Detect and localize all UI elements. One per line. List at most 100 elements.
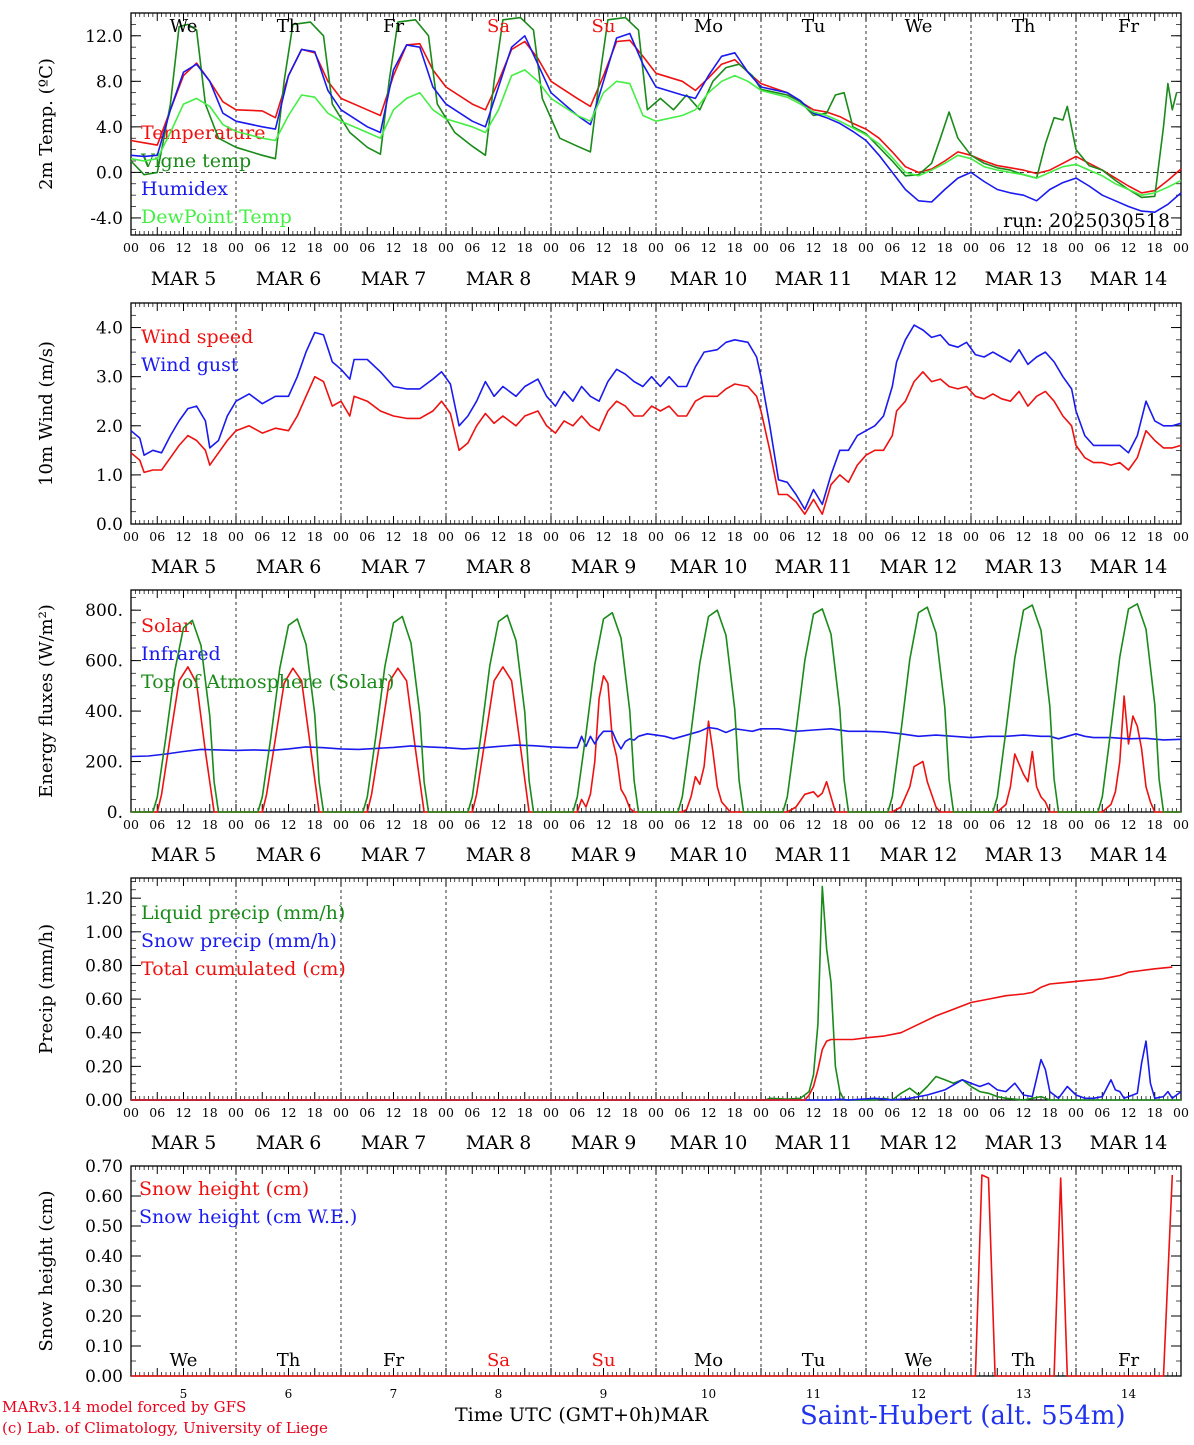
date-label: MAR 12	[880, 844, 958, 866]
hour-tick-label: 00	[858, 1105, 874, 1120]
y-tick-label: 800.	[85, 601, 123, 621]
y-tick-label: 0.00	[85, 1367, 123, 1387]
weekday-label: We	[905, 1350, 933, 1371]
date-label: MAR 14	[1090, 556, 1168, 578]
hour-tick-label: 18	[1147, 1105, 1163, 1120]
hour-tick-label: 06	[779, 1105, 795, 1120]
date-label: MAR 7	[361, 268, 427, 290]
day-number-label: 9	[600, 1387, 608, 1401]
weekday-label: Sa	[487, 1350, 510, 1371]
y-tick-label: 0.40	[85, 1024, 123, 1044]
hour-tick-label: 00	[228, 817, 244, 832]
hour-tick-label: 12	[1121, 240, 1137, 255]
hour-tick-label: 00	[753, 240, 769, 255]
hour-tick-label: 18	[937, 240, 953, 255]
hour-tick-label: 00	[858, 529, 874, 544]
legend-entry: Total cumulated (cm)	[141, 958, 346, 980]
hour-tick-label: 12	[911, 240, 927, 255]
hour-tick-label: 06	[884, 1105, 900, 1120]
hour-tick-label: 00	[1173, 529, 1189, 544]
series-line-red	[131, 966, 1173, 1101]
hour-tick-label: 00	[1068, 240, 1084, 255]
hour-tick-label: 12	[1016, 529, 1032, 544]
hour-tick-label: 06	[569, 529, 585, 544]
hour-tick-label: 06	[1094, 240, 1110, 255]
hour-tick-label: 06	[1094, 817, 1110, 832]
date-label: MAR 9	[571, 268, 637, 290]
y-axis-title: Snow height (cm)	[36, 1190, 57, 1351]
legend-entry: Liquid precip (mm/h)	[141, 902, 345, 924]
hour-tick-label: 12	[806, 240, 822, 255]
hour-tick-label: 00	[123, 240, 139, 255]
hour-tick-label: 06	[359, 240, 375, 255]
hour-tick-label: 18	[1042, 1105, 1058, 1120]
hour-tick-label: 06	[569, 1105, 585, 1120]
weekday-label: Mo	[694, 1350, 723, 1371]
date-label: MAR 13	[985, 1132, 1063, 1154]
date-label: MAR 12	[880, 268, 958, 290]
y-tick-label: 0.10	[85, 1337, 123, 1357]
hour-tick-label: 00	[753, 1105, 769, 1120]
y-tick-label: 0.20	[85, 1057, 123, 1077]
hour-tick-label: 12	[911, 1105, 927, 1120]
hour-tick-label: 00	[228, 529, 244, 544]
hour-tick-label: 18	[622, 529, 638, 544]
hour-tick-label: 12	[491, 529, 507, 544]
hour-tick-label: 18	[517, 240, 533, 255]
hour-tick-label: 18	[1042, 529, 1058, 544]
hour-tick-label: 12	[1016, 817, 1032, 832]
hour-tick-label: 06	[149, 817, 165, 832]
hour-tick-label: 18	[412, 1105, 428, 1120]
hour-tick-label: 00	[858, 817, 874, 832]
date-label: MAR 8	[466, 844, 532, 866]
y-tick-label: 8.0	[96, 72, 123, 92]
date-label: MAR 8	[466, 1132, 532, 1154]
hour-tick-label: 06	[674, 529, 690, 544]
hour-tick-label: 00	[648, 817, 664, 832]
legend-entry: Humidex	[141, 178, 228, 200]
weekday-label: Sa	[487, 16, 510, 37]
hour-tick-label: 06	[359, 529, 375, 544]
date-label: MAR 5	[151, 1132, 217, 1154]
hour-tick-label: 06	[254, 817, 270, 832]
legend-entry: DewPoint Temp	[141, 206, 292, 228]
hour-tick-label: 00	[228, 240, 244, 255]
hour-tick-label: 12	[701, 240, 717, 255]
hour-tick-label: 12	[386, 240, 402, 255]
hour-tick-label: 18	[937, 1105, 953, 1120]
weekday-label: Th	[1012, 1350, 1036, 1371]
weekday-label: Fr	[383, 1350, 404, 1371]
day-number-label: 8	[495, 1387, 503, 1401]
x-axis-title: Time UTC (GMT+0h)MAR	[455, 1404, 708, 1426]
lab-credit: (c) Lab. of Climatology, University of L…	[2, 1419, 328, 1437]
y-tick-label: 0.30	[85, 1277, 123, 1297]
hour-tick-label: 00	[753, 529, 769, 544]
hour-tick-label: 06	[779, 529, 795, 544]
hour-tick-label: 06	[149, 1105, 165, 1120]
hour-tick-label: 12	[491, 240, 507, 255]
hour-tick-label: 06	[674, 240, 690, 255]
weekday-label: We	[170, 1350, 198, 1371]
y-tick-label: 0.	[107, 803, 123, 823]
hour-tick-label: 18	[412, 529, 428, 544]
y-tick-label: 0.80	[85, 956, 123, 976]
hour-tick-label: 12	[176, 240, 192, 255]
hour-tick-label: 12	[386, 817, 402, 832]
series-line-light_green	[130, 69, 1182, 196]
date-label: MAR 12	[880, 1132, 958, 1154]
hour-tick-label: 00	[1068, 529, 1084, 544]
y-tick-label: 0.60	[85, 1187, 123, 1207]
hour-tick-label: 06	[359, 1105, 375, 1120]
hour-tick-label: 18	[1042, 240, 1058, 255]
hour-tick-label: 12	[386, 529, 402, 544]
hour-tick-label: 00	[963, 240, 979, 255]
hour-tick-label: 00	[963, 817, 979, 832]
hour-tick-label: 00	[858, 240, 874, 255]
hour-tick-label: 12	[806, 529, 822, 544]
legend-entry: Infrared	[141, 643, 221, 665]
date-label: MAR 6	[256, 844, 322, 866]
hour-tick-label: 06	[884, 240, 900, 255]
hour-tick-label: 12	[491, 817, 507, 832]
date-label: MAR 7	[361, 1132, 427, 1154]
